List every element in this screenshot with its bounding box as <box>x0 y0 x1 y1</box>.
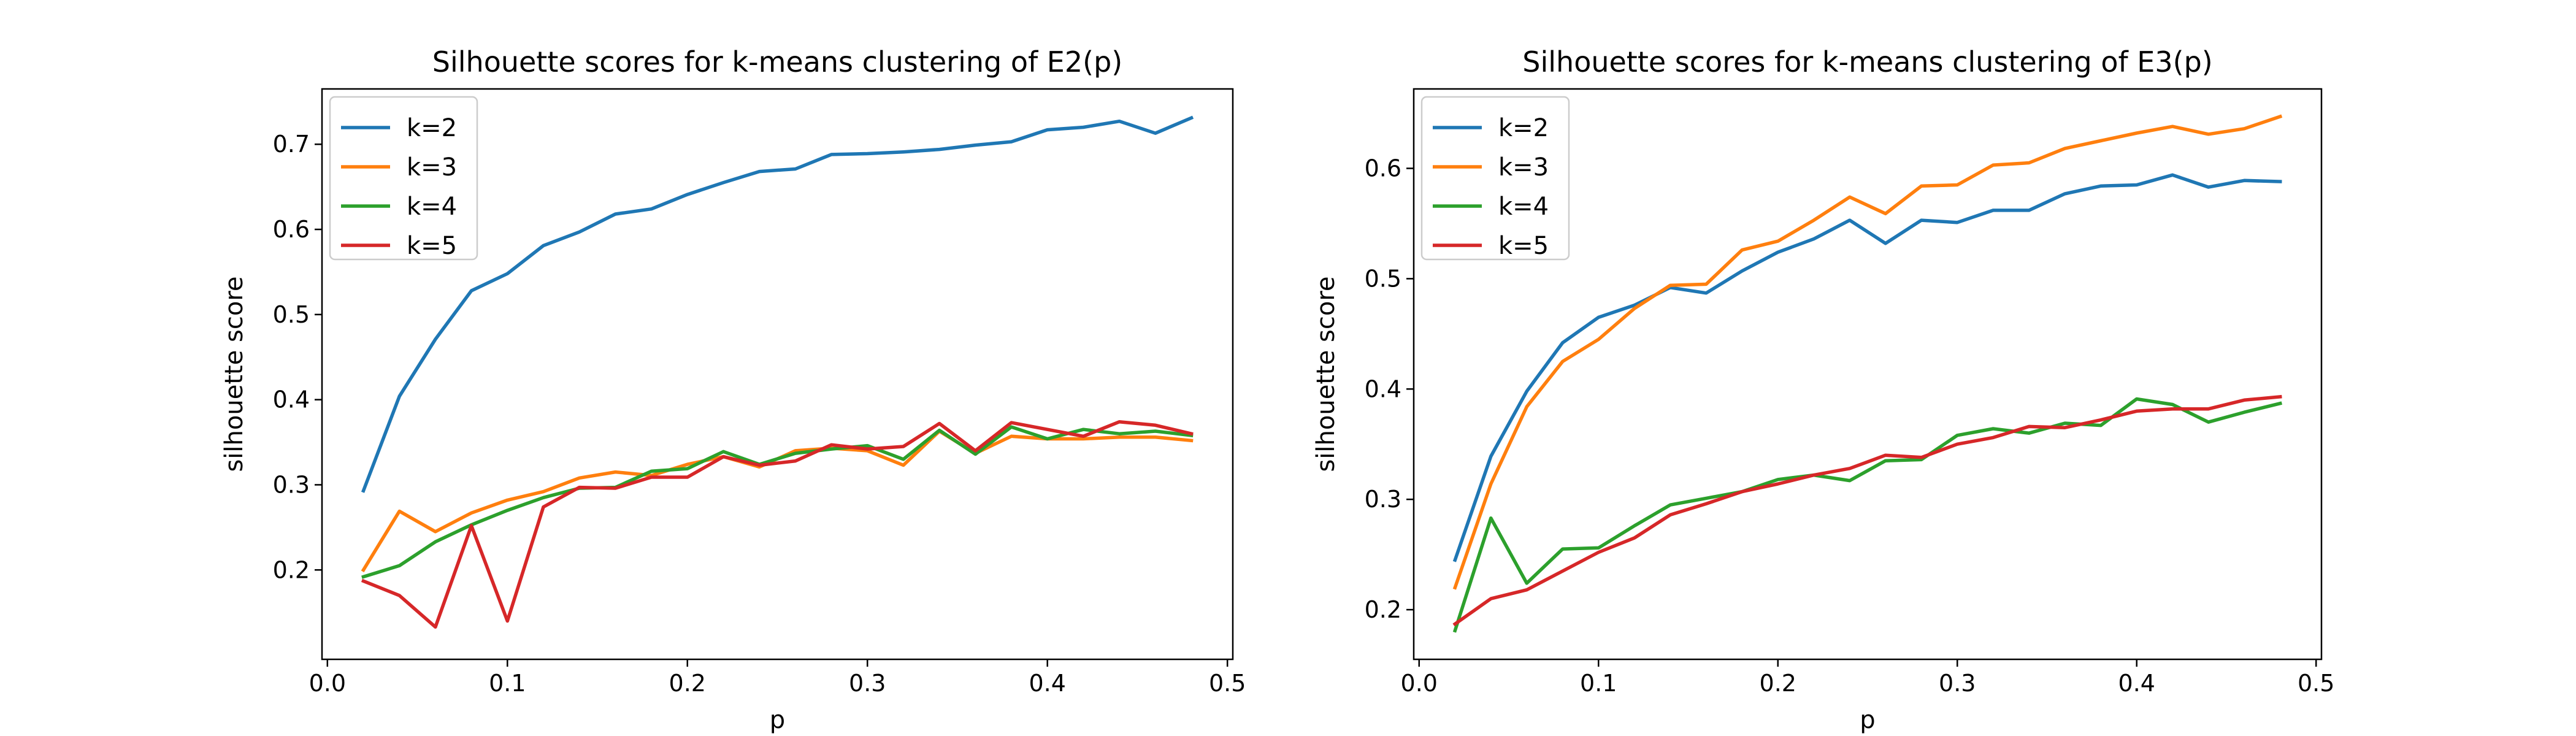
legend-label: k=3 <box>1498 153 1549 182</box>
series-line-k=3 <box>361 429 1194 573</box>
x-tick-label: 0.4 <box>1029 670 1065 697</box>
x-tick-label: 0.1 <box>489 670 526 697</box>
chart-title: Silhouette scores for k-means clustering… <box>432 45 1122 79</box>
x-tick-label: 0.0 <box>309 670 346 697</box>
x-axis-label: p <box>770 706 785 734</box>
chart-panel-1: Silhouette scores for k-means clustering… <box>220 45 1246 734</box>
legend-box <box>1420 96 1570 261</box>
axes-frame <box>321 88 1234 661</box>
legend-label: k=4 <box>407 193 457 221</box>
chart-panel-2: Silhouette scores for k-means clustering… <box>1312 45 2334 734</box>
y-tick-label: 0.2 <box>1365 596 1401 623</box>
legend-label: k=3 <box>407 153 457 182</box>
series-line-k=5 <box>361 420 1194 629</box>
x-axis-label: p <box>1860 706 1875 734</box>
legend-label: k=2 <box>407 114 457 142</box>
y-axis-label: silhouette score <box>220 276 248 472</box>
y-tick-label: 0.2 <box>273 556 310 583</box>
x-tick-label: 0.1 <box>1580 670 1617 697</box>
series-line-k=4 <box>1452 397 2283 633</box>
y-tick-label: 0.6 <box>1365 155 1401 182</box>
legend-label: k=2 <box>1498 114 1549 142</box>
x-tick-label: 0.4 <box>2118 670 2155 697</box>
y-tick-label: 0.3 <box>273 471 310 498</box>
legend-label: k=5 <box>407 232 457 260</box>
legend: k=2 k=3 k=4 k=5 <box>329 96 478 261</box>
series-line-k=5 <box>1452 394 2282 627</box>
legend-label: k=4 <box>1498 193 1549 221</box>
series-line-k=4 <box>361 425 1194 579</box>
series-line-k=2 <box>1452 173 2282 562</box>
chart-title: Silhouette scores for k-means clustering… <box>1522 45 2212 79</box>
y-tick-label: 0.4 <box>273 386 310 413</box>
y-tick-label: 0.6 <box>273 216 310 243</box>
y-tick-label: 0.7 <box>273 131 310 158</box>
series-line-k=2 <box>361 115 1194 493</box>
y-tick-label: 0.3 <box>1365 486 1401 513</box>
y-tick-label: 0.5 <box>1365 265 1401 292</box>
legend-label: k=5 <box>1498 232 1549 260</box>
y-tick-label: 0.4 <box>1365 375 1401 402</box>
legend: k=2 k=3 k=4 k=5 <box>1420 96 1570 261</box>
x-tick-label: 0.0 <box>1401 670 1438 697</box>
legend-box <box>329 96 478 261</box>
x-tick-label: 0.5 <box>1209 670 1246 697</box>
x-tick-label: 0.2 <box>669 670 706 697</box>
axes-frame <box>1413 88 2323 661</box>
x-tick-label: 0.3 <box>1939 670 1976 697</box>
x-tick-label: 0.3 <box>849 670 886 697</box>
x-tick-label: 0.2 <box>1760 670 1796 697</box>
series-line-k=3 <box>1452 114 2283 590</box>
y-tick-label: 0.5 <box>273 301 310 328</box>
x-tick-label: 0.5 <box>2298 670 2334 697</box>
y-axis-label: silhouette score <box>1312 276 1340 472</box>
